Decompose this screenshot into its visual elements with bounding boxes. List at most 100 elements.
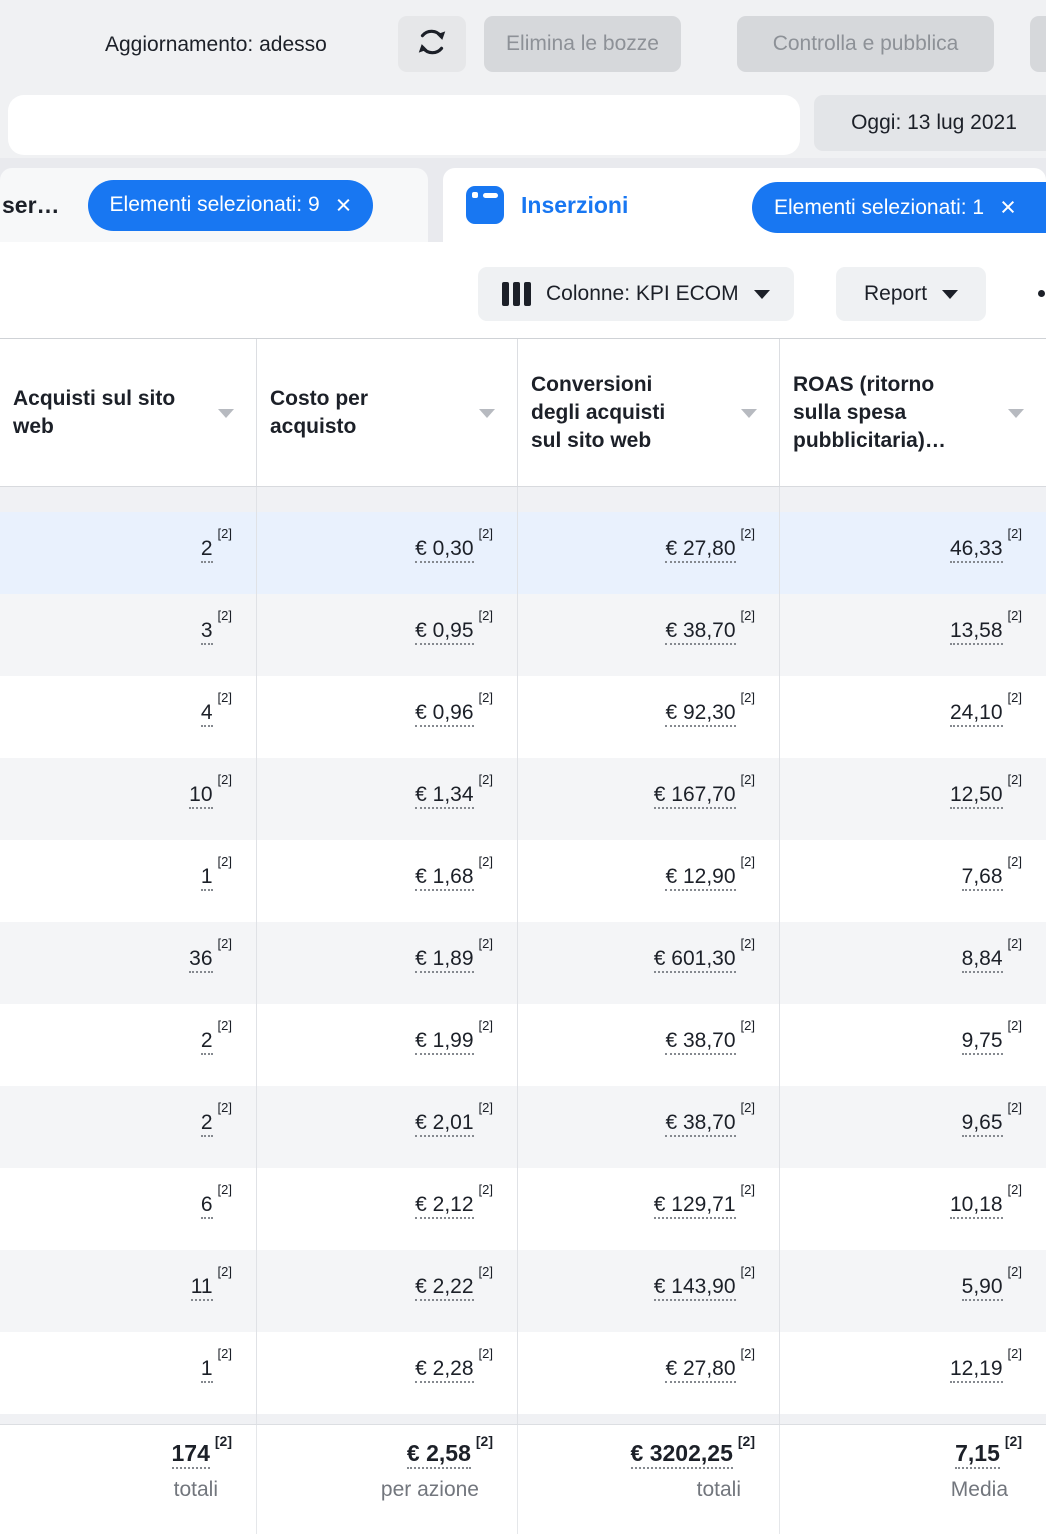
refresh-button[interactable] bbox=[398, 16, 466, 72]
sort-caret-icon[interactable] bbox=[741, 408, 757, 418]
footnote-ref: [2] bbox=[217, 1264, 232, 1279]
table-row: 4 [2] € 0,96 [2] € 92,30 [2] 24,10 [2] bbox=[0, 676, 1046, 758]
metric-value: 1 bbox=[200, 1357, 213, 1383]
metric-value: 2 bbox=[200, 537, 213, 563]
cell-purchases: 1 [2] bbox=[0, 1332, 256, 1414]
tab-adsets[interactable]: ser… Elementi selezionati: 9 × bbox=[0, 168, 428, 242]
chevron-down-icon bbox=[753, 289, 770, 299]
cell-purchase-conversion-value: € 12,90 [2] bbox=[517, 840, 779, 922]
metric-value: € 1,34 bbox=[415, 783, 474, 809]
search-filter-bar[interactable] bbox=[8, 95, 800, 155]
footnote-ref: [2] bbox=[1007, 772, 1022, 787]
date-range-button[interactable]: Oggi: 13 lug 2021 bbox=[814, 95, 1046, 151]
column-header-purchase-conversion-value[interactable]: Conversioni degli acquisti sul sito web bbox=[517, 339, 779, 486]
close-icon[interactable]: × bbox=[335, 189, 352, 220]
footnote-ref: [2] bbox=[478, 1018, 493, 1033]
footnote-ref: [2] bbox=[217, 1100, 232, 1115]
topbar-partial-button[interactable] bbox=[1030, 16, 1046, 72]
cell-roas: 9,75 [2] bbox=[779, 1004, 1046, 1086]
sort-caret-icon[interactable] bbox=[479, 408, 495, 418]
footnote-ref: [2] bbox=[478, 1100, 493, 1115]
metric-value: 9,75 bbox=[961, 1029, 1003, 1055]
level-tabs: ser… Elementi selezionati: 9 × Inserzion… bbox=[0, 158, 1046, 242]
metric-value: € 0,30 bbox=[415, 537, 474, 563]
footnote-ref: [2] bbox=[1007, 854, 1022, 869]
column-header-cost-per-purchase[interactable]: Costo per acquisto bbox=[256, 339, 517, 486]
more-menu-dot-icon[interactable] bbox=[1038, 290, 1045, 297]
cell-purchases: 1 [2] bbox=[0, 840, 256, 922]
columns-button-label: Colonne: KPI ECOM bbox=[546, 282, 739, 305]
footnote-ref: [2] bbox=[478, 936, 493, 951]
footnote-ref: [2] bbox=[478, 526, 493, 541]
sort-caret-icon[interactable] bbox=[218, 408, 234, 418]
metric-value: 3 bbox=[200, 619, 213, 645]
footnote-ref: [2] bbox=[478, 854, 493, 869]
column-header-purchases[interactable]: Acquisti sul sito web bbox=[0, 339, 256, 486]
sort-caret-icon[interactable] bbox=[1008, 408, 1024, 418]
footnote-ref: [2] bbox=[217, 608, 232, 623]
footnote-ref: [2] bbox=[217, 1182, 232, 1197]
update-status: Aggiornamento: adesso bbox=[105, 33, 327, 56]
metric-value: 36 bbox=[189, 947, 213, 973]
ads-selected-badge-text: Elementi selezionati: 1 bbox=[774, 195, 985, 219]
footnote-ref: [2] bbox=[1007, 936, 1022, 951]
cell-roas: 5,90 [2] bbox=[779, 1250, 1046, 1332]
columns-button[interactable]: Colonne: KPI ECOM bbox=[478, 267, 794, 321]
metric-value: € 2,28 bbox=[415, 1357, 474, 1383]
review-publish-button[interactable]: Controlla e pubblica bbox=[737, 16, 994, 72]
metric-value: € 167,70 bbox=[653, 783, 736, 809]
delete-drafts-button[interactable]: Elimina le bozze bbox=[484, 16, 681, 72]
table-row: 2 [2] € 1,99 [2] € 38,70 [2] 9,75 [2] bbox=[0, 1004, 1046, 1086]
metric-value: 13,58 bbox=[949, 619, 1003, 645]
metric-value: 5,90 bbox=[961, 1275, 1003, 1301]
metric-value: € 1,68 bbox=[415, 865, 474, 891]
metric-value: € 27,80 bbox=[665, 1357, 736, 1383]
cell-purchase-conversion-value: € 38,70 [2] bbox=[517, 1004, 779, 1086]
ads-selected-badge[interactable]: Elementi selezionati: 1 × bbox=[752, 182, 1046, 233]
adsets-selected-badge[interactable]: Elementi selezionati: 9 × bbox=[87, 179, 374, 231]
cell-roas: 13,58 [2] bbox=[779, 594, 1046, 676]
metric-value: 9,65 bbox=[961, 1111, 1003, 1137]
topbar: Aggiornamento: adesso Elimina le bozze C… bbox=[0, 0, 1046, 90]
metric-value: € 143,90 bbox=[653, 1275, 736, 1301]
cell-purchase-conversion-value: € 601,30 [2] bbox=[517, 922, 779, 1004]
footnote-ref: [2] bbox=[1007, 1346, 1022, 1361]
total-roas: 7,15 [2] Media bbox=[779, 1425, 1046, 1534]
cell-purchases: 36 [2] bbox=[0, 922, 256, 1004]
metric-value: 4 bbox=[200, 701, 213, 727]
tab-adsets-label: ser… bbox=[2, 191, 60, 218]
cell-purchases: 2 [2] bbox=[0, 512, 256, 594]
metric-value: 11 bbox=[190, 1275, 213, 1301]
footnote-ref: [2] bbox=[740, 936, 755, 951]
cell-cost-per-purchase: € 0,95 [2] bbox=[256, 594, 517, 676]
search-date-row: Oggi: 13 lug 2021 bbox=[0, 90, 1046, 158]
report-button[interactable]: Report bbox=[836, 267, 987, 321]
footnote-ref: [2] bbox=[1007, 608, 1022, 623]
metric-value: € 129,71 bbox=[653, 1193, 736, 1219]
metric-value: € 1,89 bbox=[415, 947, 474, 973]
footnote-ref: [2] bbox=[737, 1432, 755, 1449]
table-row: 36 [2] € 1,89 [2] € 601,30 [2] 8,84 [2] bbox=[0, 922, 1046, 1004]
table-row: 6 [2] € 2,12 [2] € 129,71 [2] 10,18 [2] bbox=[0, 1168, 1046, 1250]
footnote-ref: [2] bbox=[1007, 1100, 1022, 1115]
metric-value: 10 bbox=[189, 783, 213, 809]
table-toolbar: Colonne: KPI ECOM Report bbox=[0, 242, 1046, 338]
cell-roas: 8,84 [2] bbox=[779, 922, 1046, 1004]
metric-value: 12,50 bbox=[949, 783, 1003, 809]
cell-purchase-conversion-value: € 129,71 [2] bbox=[517, 1168, 779, 1250]
cell-cost-per-purchase: € 2,22 [2] bbox=[256, 1250, 517, 1332]
footnote-ref: [2] bbox=[217, 936, 232, 951]
close-icon[interactable]: × bbox=[1000, 192, 1016, 222]
footnote-ref: [2] bbox=[475, 1432, 493, 1449]
metric-value: € 0,96 bbox=[415, 701, 474, 727]
footnote-ref: [2] bbox=[1004, 1432, 1022, 1449]
footnote-ref: [2] bbox=[740, 1100, 755, 1115]
metric-value: 46,33 bbox=[949, 537, 1003, 563]
column-header-roas[interactable]: ROAS (ritorno sulla spesa pubblicitaria)… bbox=[779, 339, 1046, 486]
metric-value: 24,10 bbox=[949, 701, 1003, 727]
footnote-ref: [2] bbox=[740, 608, 755, 623]
metric-value: € 92,30 bbox=[665, 701, 736, 727]
footnote-ref: [2] bbox=[1007, 690, 1022, 705]
metric-value: € 38,70 bbox=[665, 619, 736, 645]
ads-icon bbox=[466, 186, 504, 224]
